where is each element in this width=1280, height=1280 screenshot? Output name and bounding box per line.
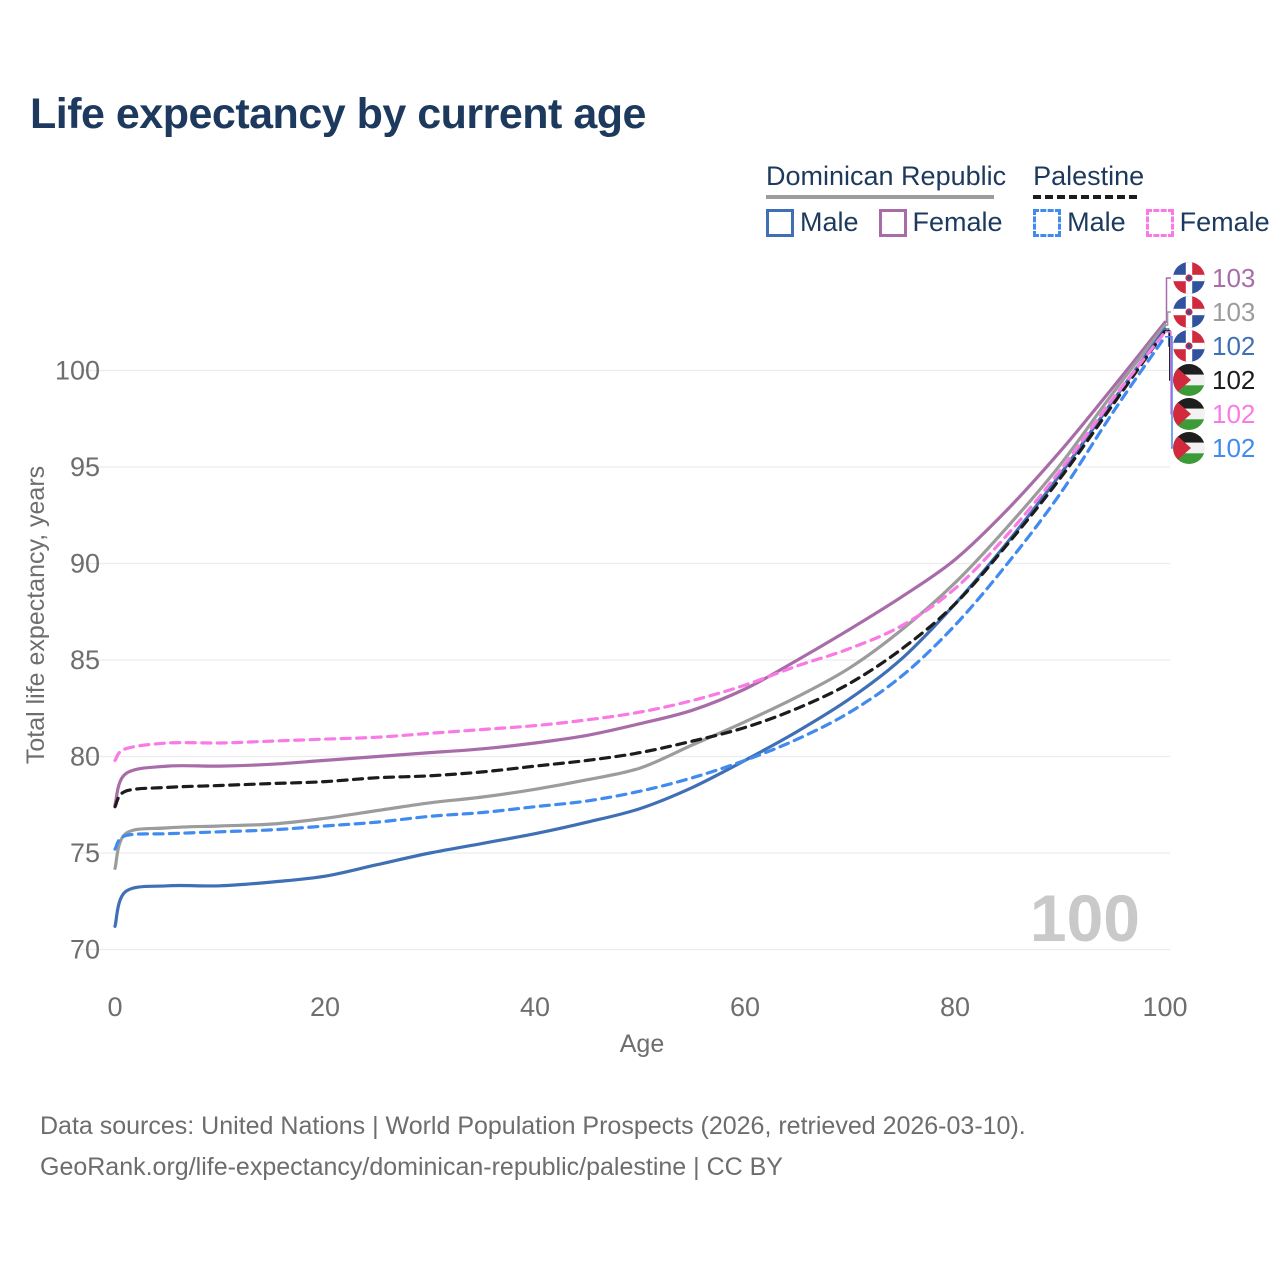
y-tick-label: 90 (70, 549, 100, 579)
series-line-dr-male[interactable] (113, 327, 1167, 928)
endpoint-flag-icons (1173, 262, 1205, 464)
legend-item-label: Male (800, 207, 859, 237)
series-line-dr-total[interactable] (113, 323, 1167, 870)
legend-item-ps-male[interactable]: Male (1033, 207, 1126, 238)
leader-line-dr-total (1165, 311, 1171, 326)
gridlines (80, 369, 1170, 951)
legend-item-label: Female (1179, 207, 1270, 237)
y-tick-label: 100 (55, 356, 100, 386)
x-tick-label: 100 (1142, 992, 1187, 1022)
data-source-footer: Data sources: United Nations | World Pop… (40, 1106, 1026, 1188)
palestine-flag (1173, 432, 1205, 464)
end-value-label-ps-total: 102 (1212, 365, 1255, 395)
x-tick-label: 60 (730, 992, 760, 1022)
y-axis-tick-labels: 70 75 80 85 90 95 100 (55, 356, 100, 965)
legend-item-label: Male (1067, 207, 1126, 237)
y-tick-label: 95 (70, 452, 100, 482)
series-line-dr-female[interactable] (113, 320, 1167, 807)
legend: Dominican Republic Male Female Palestine (766, 161, 1270, 238)
end-value-label-ps-male: 102 (1212, 433, 1255, 463)
series-line-ps-male[interactable] (113, 335, 1167, 851)
dominican-republic-flag (1173, 262, 1205, 294)
country-line-style-key (766, 195, 994, 199)
y-tick-label: 70 (70, 935, 100, 965)
series-line-ps-female[interactable] (113, 330, 1167, 762)
leader-line-ps-female (1165, 331, 1172, 415)
x-axis-title: Age (620, 1030, 664, 1058)
age-watermark: 100 (1030, 881, 1140, 955)
dominican-republic-flag (1173, 296, 1205, 328)
legend-group-dominican-republic: Dominican Republic Male Female (766, 161, 1006, 238)
legend-item-label: Female (912, 207, 1003, 237)
legend-swatch-dr-male[interactable] (766, 208, 794, 237)
x-tick-label: 20 (310, 992, 340, 1022)
legend-group-palestine: Palestine Male Female (1033, 161, 1270, 238)
data-source-line: Data sources: United Nations | World Pop… (40, 1112, 1026, 1140)
end-value-label-dr-female: 103 (1212, 263, 1255, 293)
endpoint-value-labels: 103 103 102 102 102 102 (1212, 263, 1255, 463)
legend-country-label: Dominican Republic (766, 161, 1007, 191)
palestine-flag (1173, 364, 1205, 396)
endpoint-leader-lines (1165, 277, 1173, 449)
leader-line-ps-male (1165, 335, 1173, 449)
legend-swatch-ps-male[interactable] (1033, 208, 1062, 237)
legend-swatch-dr-female[interactable] (878, 208, 907, 237)
x-tick-label: 0 (107, 992, 122, 1022)
legend-item-dr-male[interactable]: Male (766, 207, 859, 238)
page-title: Life expectancy by current age (30, 90, 646, 138)
x-tick-label: 40 (520, 992, 550, 1022)
country-line-style-key (1033, 195, 1138, 199)
y-tick-label: 75 (70, 838, 100, 868)
palestine-flag (1173, 398, 1205, 430)
end-value-label-dr-total: 103 (1212, 297, 1255, 327)
end-value-label-dr-male: 102 (1212, 331, 1255, 361)
dominican-republic-flag (1173, 330, 1205, 362)
legend-item-dr-female[interactable]: Female (878, 207, 1003, 238)
series-lines (113, 320, 1167, 928)
legend-item-ps-female[interactable]: Female (1145, 207, 1270, 238)
x-axis-tick-labels: 0 20 40 60 80 100 (107, 992, 1187, 1022)
y-axis-title: Total life expectancy, years (22, 466, 50, 764)
series-line-ps-total[interactable] (113, 329, 1167, 809)
attribution-line: GeoRank.org/life-expectancy/dominican-re… (40, 1153, 783, 1181)
y-tick-label: 80 (70, 742, 100, 772)
y-tick-label: 85 (70, 645, 100, 675)
leader-line-dr-female (1165, 277, 1171, 324)
x-tick-label: 80 (940, 992, 970, 1022)
end-value-label-ps-female: 102 (1212, 399, 1255, 429)
legend-swatch-ps-female[interactable] (1145, 208, 1174, 237)
legend-country-label: Palestine (1033, 161, 1145, 191)
